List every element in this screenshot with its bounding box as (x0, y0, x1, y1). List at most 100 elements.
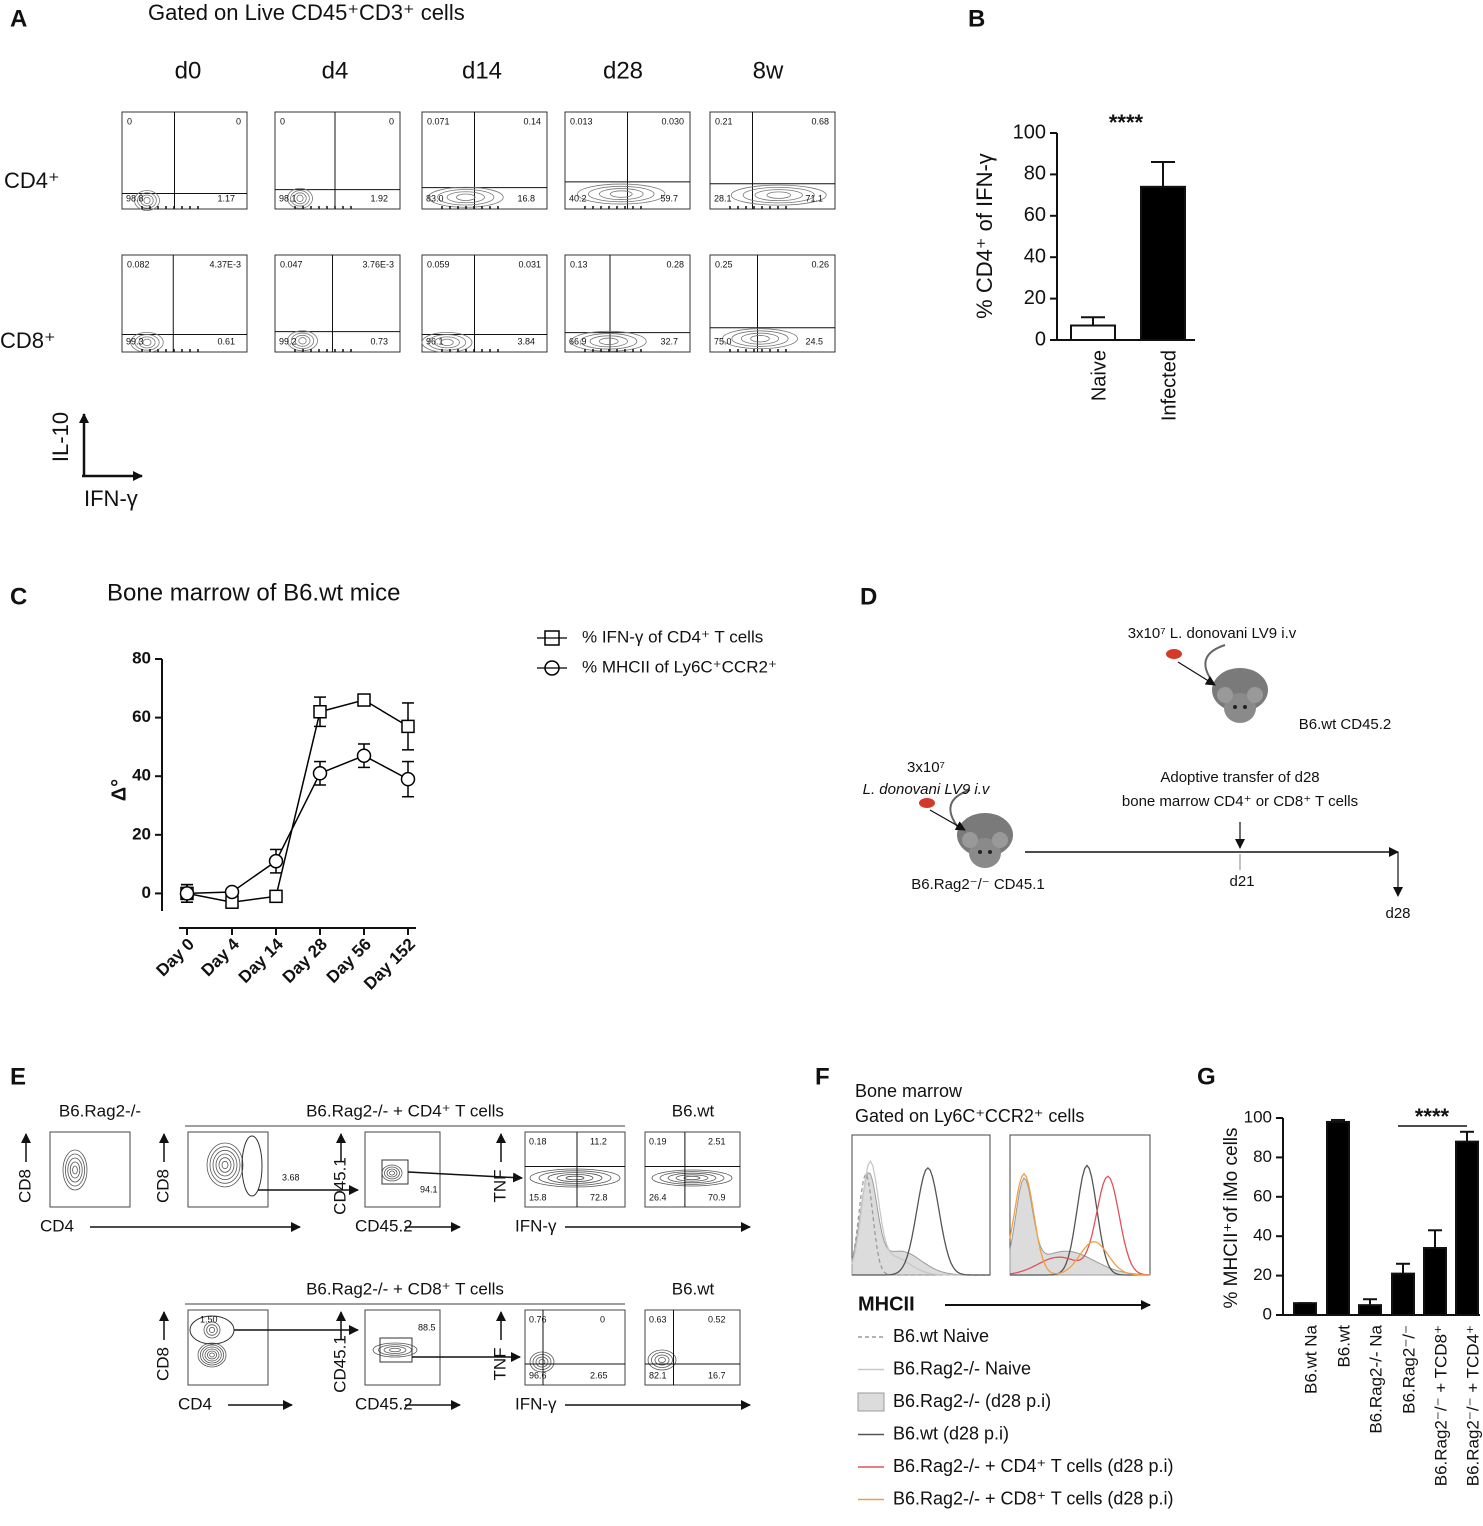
y-axis-label: % MHCII⁺of iMo cells (1221, 1127, 1242, 1308)
gate-value: 94.1 (420, 1184, 438, 1194)
axis-label: CD45.1 (330, 1335, 349, 1393)
bar (1391, 1272, 1415, 1317)
contour (730, 184, 827, 206)
contour (140, 194, 154, 207)
group-title: B6.Rag2-/- + CD8⁺ T cells (306, 1279, 504, 1298)
quadrant-value: 0.26 (811, 259, 829, 269)
axis-label: CD8 (153, 1347, 172, 1381)
y-axis-label: % CD4⁺ of IFN-γ (972, 153, 997, 319)
bar (1140, 185, 1186, 341)
gate (379, 1337, 413, 1363)
y-tick-label: 60 (1024, 204, 1046, 226)
contour (296, 194, 304, 202)
legend-label: B6.Rag2-/- (d28 p.i) (893, 1391, 1051, 1411)
quadrant-value: 1.17 (217, 193, 235, 203)
column-header: d4 (322, 57, 349, 84)
panel-title: Gated on Ly6C⁺CCR2⁺ cells (855, 1106, 1084, 1126)
quadrant-value: 59.7 (660, 193, 678, 203)
axis-label: CD45.2 (355, 1394, 413, 1413)
contour (72, 1165, 78, 1175)
y-tick-label: 100 (1244, 1107, 1272, 1126)
contour (658, 1357, 666, 1363)
contour (208, 1326, 216, 1334)
x-tick-label: B6.Rag2⁻/⁻ + TCD8⁺ (1431, 1325, 1450, 1486)
contour (654, 1354, 670, 1366)
legend-swatch (857, 1392, 885, 1412)
axis-label: IL-10 (48, 412, 73, 462)
flow-plot (524, 1131, 626, 1208)
flow-plot (709, 111, 836, 210)
axis-label: MHCII (858, 1293, 915, 1315)
contour (731, 330, 789, 347)
contour (598, 188, 644, 200)
contour (202, 1346, 222, 1364)
contour (766, 191, 792, 199)
flow-plot (364, 1131, 441, 1208)
marker (313, 704, 327, 719)
x-tick-label: B6.wt Na (1301, 1324, 1320, 1394)
flow-plot (49, 1131, 131, 1208)
y-tick-label: 80 (1253, 1147, 1272, 1166)
histogram (852, 1166, 990, 1276)
contour (535, 1356, 549, 1368)
arrow (407, 1171, 523, 1183)
quadrant-value: 0.030 (661, 116, 684, 126)
contour (206, 1324, 218, 1336)
legend-label: B6.Rag2-/- + CD8⁺ T cells (d28 p.i) (893, 1488, 1173, 1508)
contour (65, 1153, 86, 1187)
mouse-ear (992, 832, 1008, 848)
quadrant-value: 0 (280, 116, 285, 126)
x-tick-label: Naive (1088, 350, 1110, 401)
arrow (1177, 661, 1216, 686)
panel-letter: E (10, 1063, 26, 1090)
contour (134, 334, 160, 351)
x-tick-label: B6.wt (1334, 1325, 1353, 1368)
quadrant-value: 0.013 (570, 116, 593, 126)
label: B6.wt CD45.2 (1299, 716, 1392, 733)
quadrant-value: 0.28 (666, 259, 684, 269)
legend-label: B6.wt Naive (893, 1326, 989, 1346)
contour (742, 186, 815, 204)
contour (389, 1347, 401, 1353)
quadrant-value: 0.047 (280, 259, 303, 269)
column-header: d0 (175, 57, 202, 84)
y-tick-label: 40 (1253, 1226, 1272, 1245)
mouse-ear (1217, 687, 1233, 703)
contour (598, 337, 619, 345)
label: 3x10⁷ L. donovani LV9 i.v (1128, 625, 1297, 642)
contour (651, 1169, 733, 1187)
quadrant-value: 0.082 (127, 259, 150, 269)
marker (400, 771, 416, 787)
gate-value: 1.50 (200, 1314, 218, 1324)
gate-value: 0 (600, 1314, 605, 1324)
contour (218, 1157, 232, 1173)
quadrant-value: 40.2 (569, 193, 587, 203)
marker (179, 886, 195, 901)
gate-value: 3.68 (282, 1172, 300, 1182)
bar (1455, 1140, 1479, 1317)
gate-value: 96.6 (529, 1370, 547, 1380)
mouse-eye (978, 850, 982, 854)
axis-label: CD4 (40, 1216, 74, 1235)
y-axis-label: Δ° (108, 779, 130, 801)
y-tick-label: 20 (1253, 1265, 1272, 1284)
quadrant-value: 0 (389, 116, 394, 126)
mouse-ear (962, 832, 978, 848)
axis-label: TNF (490, 1347, 509, 1380)
histogram (1010, 1164, 1150, 1276)
mouse-head (969, 838, 1001, 868)
axis-label: IFN-γ (515, 1394, 557, 1413)
contour (62, 1149, 88, 1191)
gate (241, 1135, 263, 1197)
contour (389, 1170, 395, 1176)
quadrant-value: 1.92 (370, 193, 388, 203)
contour (142, 338, 152, 347)
quadrant-value: 0.13 (570, 259, 588, 269)
mouse-eye (1243, 705, 1247, 709)
mouse-eye (1233, 705, 1237, 709)
column-header: d14 (462, 57, 502, 84)
contour (446, 191, 485, 204)
contour (384, 1166, 400, 1180)
y-tick-label: 0 (1035, 328, 1046, 350)
panel-letter: G (1197, 1063, 1216, 1090)
